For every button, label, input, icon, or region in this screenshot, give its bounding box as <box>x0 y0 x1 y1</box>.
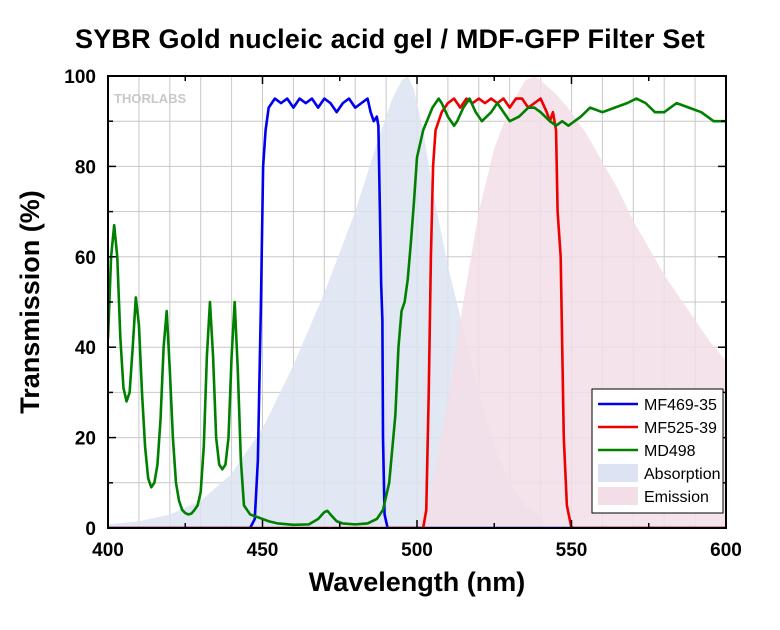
y-tick-label: 20 <box>75 429 96 450</box>
series-line-mf469-35 <box>108 97 726 528</box>
legend-label-mf469-35: MF469-35 <box>644 397 717 414</box>
legend-label-absorption: Absorption <box>644 466 721 483</box>
y-tick-label: 100 <box>64 67 96 88</box>
x-tick-label: 400 <box>92 540 124 561</box>
watermark-thorlabs: THORLABS <box>114 91 187 106</box>
x-tick-label: 600 <box>710 540 742 561</box>
legend-label-md498: MD498 <box>644 443 696 460</box>
y-tick-label: 60 <box>75 248 96 269</box>
chart-title: SYBR Gold nucleic acid gel / MDF-GFP Fil… <box>74 24 705 54</box>
x-axis-title: Wavelength (nm) <box>309 567 526 597</box>
y-tick-label: 0 <box>85 519 96 540</box>
series-area-absorption <box>108 76 544 528</box>
y-tick-label: 40 <box>75 338 96 359</box>
y-tick-label: 80 <box>75 157 96 178</box>
axis-ticks: 400 450 500 550 600 0 20 40 60 80 100 <box>64 67 742 561</box>
legend-label-emission: Emission <box>644 489 709 506</box>
x-tick-label: 500 <box>401 540 433 561</box>
legend-swatch-emission <box>598 487 638 505</box>
legend: MF469-35 MF525-39 MD498 Absorption Emission <box>591 388 724 514</box>
legend-swatch-absorption <box>598 464 638 482</box>
y-axis-title: Transmission (%) <box>15 190 45 414</box>
series-line-mf525-39 <box>108 97 726 528</box>
series-line-md498 <box>108 97 726 527</box>
line-series-group <box>108 97 726 528</box>
x-tick-label: 450 <box>247 540 279 561</box>
x-tick-label: 550 <box>556 540 588 561</box>
legend-label-mf525-39: MF525-39 <box>644 420 717 437</box>
